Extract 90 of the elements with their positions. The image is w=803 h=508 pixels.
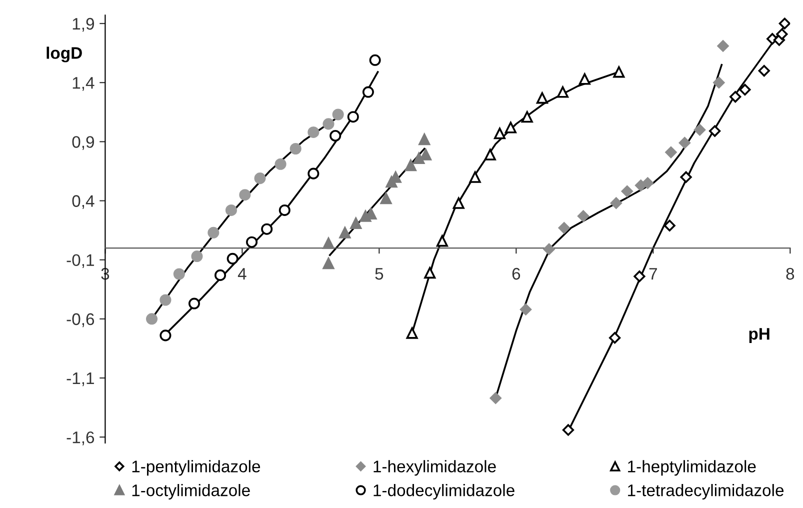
y-tick-label: 0,4 — [72, 195, 94, 209]
x-tick-label: 4 — [238, 268, 246, 280]
y-tick-label: 0,9 — [72, 136, 94, 150]
point — [543, 243, 555, 256]
point — [347, 111, 359, 123]
point — [558, 222, 570, 234]
point — [484, 148, 496, 160]
x-tick-label: 7 — [649, 268, 657, 280]
point — [613, 66, 625, 78]
point — [322, 238, 334, 250]
point — [208, 226, 220, 238]
point — [436, 235, 448, 247]
x-tick-label: 6 — [512, 268, 520, 280]
point — [254, 172, 266, 184]
point — [404, 160, 416, 172]
point — [730, 90, 742, 103]
point — [214, 269, 226, 281]
point — [521, 111, 533, 123]
point — [452, 197, 464, 209]
point — [536, 92, 548, 104]
point — [610, 197, 622, 209]
point — [332, 108, 344, 120]
point — [278, 204, 290, 216]
point — [664, 220, 676, 232]
point — [490, 392, 502, 404]
y-tick-label: -0,6 — [66, 313, 94, 328]
point — [469, 171, 481, 183]
point — [339, 226, 351, 238]
point — [191, 250, 203, 262]
x-tick-label: 8 — [786, 268, 794, 280]
point — [520, 304, 532, 316]
x-tick-label: 5 — [375, 268, 384, 280]
point — [758, 64, 770, 77]
point — [274, 158, 286, 170]
point — [504, 122, 516, 134]
point — [418, 134, 430, 146]
point — [634, 270, 646, 282]
point — [290, 142, 302, 155]
point — [778, 18, 790, 30]
point — [642, 177, 654, 189]
point — [146, 313, 158, 325]
legend-label: 1-tetradecylimidazole — [628, 484, 784, 500]
point — [322, 258, 334, 270]
point — [678, 137, 690, 149]
point — [680, 171, 692, 183]
legend-label: 1-dodecylimidazole — [374, 484, 514, 500]
point — [246, 236, 258, 248]
point — [424, 267, 436, 279]
point — [562, 424, 574, 436]
point — [494, 128, 506, 140]
point — [362, 86, 374, 98]
x-axis-title: pH — [749, 328, 770, 344]
point — [369, 54, 381, 66]
point — [621, 185, 633, 198]
point — [608, 332, 621, 344]
legend-label: 1-pentylimidazole — [132, 460, 260, 476]
point — [350, 217, 362, 229]
legend-label: 1-hexylimidazole — [374, 460, 496, 476]
point — [173, 268, 185, 280]
point — [226, 252, 238, 264]
point — [406, 327, 418, 339]
point — [261, 223, 273, 235]
point — [717, 40, 729, 52]
point — [380, 192, 392, 204]
point — [713, 76, 725, 88]
y-tick-label: -1,6 — [66, 431, 94, 446]
y-tick-label: -0,1 — [66, 254, 94, 268]
point — [578, 73, 590, 85]
point — [322, 118, 334, 130]
y-tick-label: -1,1 — [66, 372, 94, 386]
point — [308, 168, 320, 180]
point — [225, 204, 237, 216]
point — [665, 146, 677, 158]
point — [160, 330, 172, 342]
point — [708, 125, 721, 137]
point — [776, 28, 788, 40]
y-tick-label: 1,4 — [72, 77, 94, 91]
point — [556, 86, 569, 98]
legend-label: 1-octylimidazole — [132, 484, 250, 500]
legend-label: 1-heptylimidazole — [628, 460, 756, 476]
point — [739, 84, 751, 96]
point — [330, 130, 342, 142]
point — [239, 189, 251, 201]
point — [160, 294, 172, 306]
point — [577, 210, 590, 222]
y-axis-title: logD — [46, 46, 82, 62]
point — [188, 298, 200, 310]
y-tick-label: 1,9 — [72, 18, 94, 32]
point — [694, 124, 706, 136]
point — [308, 126, 320, 138]
